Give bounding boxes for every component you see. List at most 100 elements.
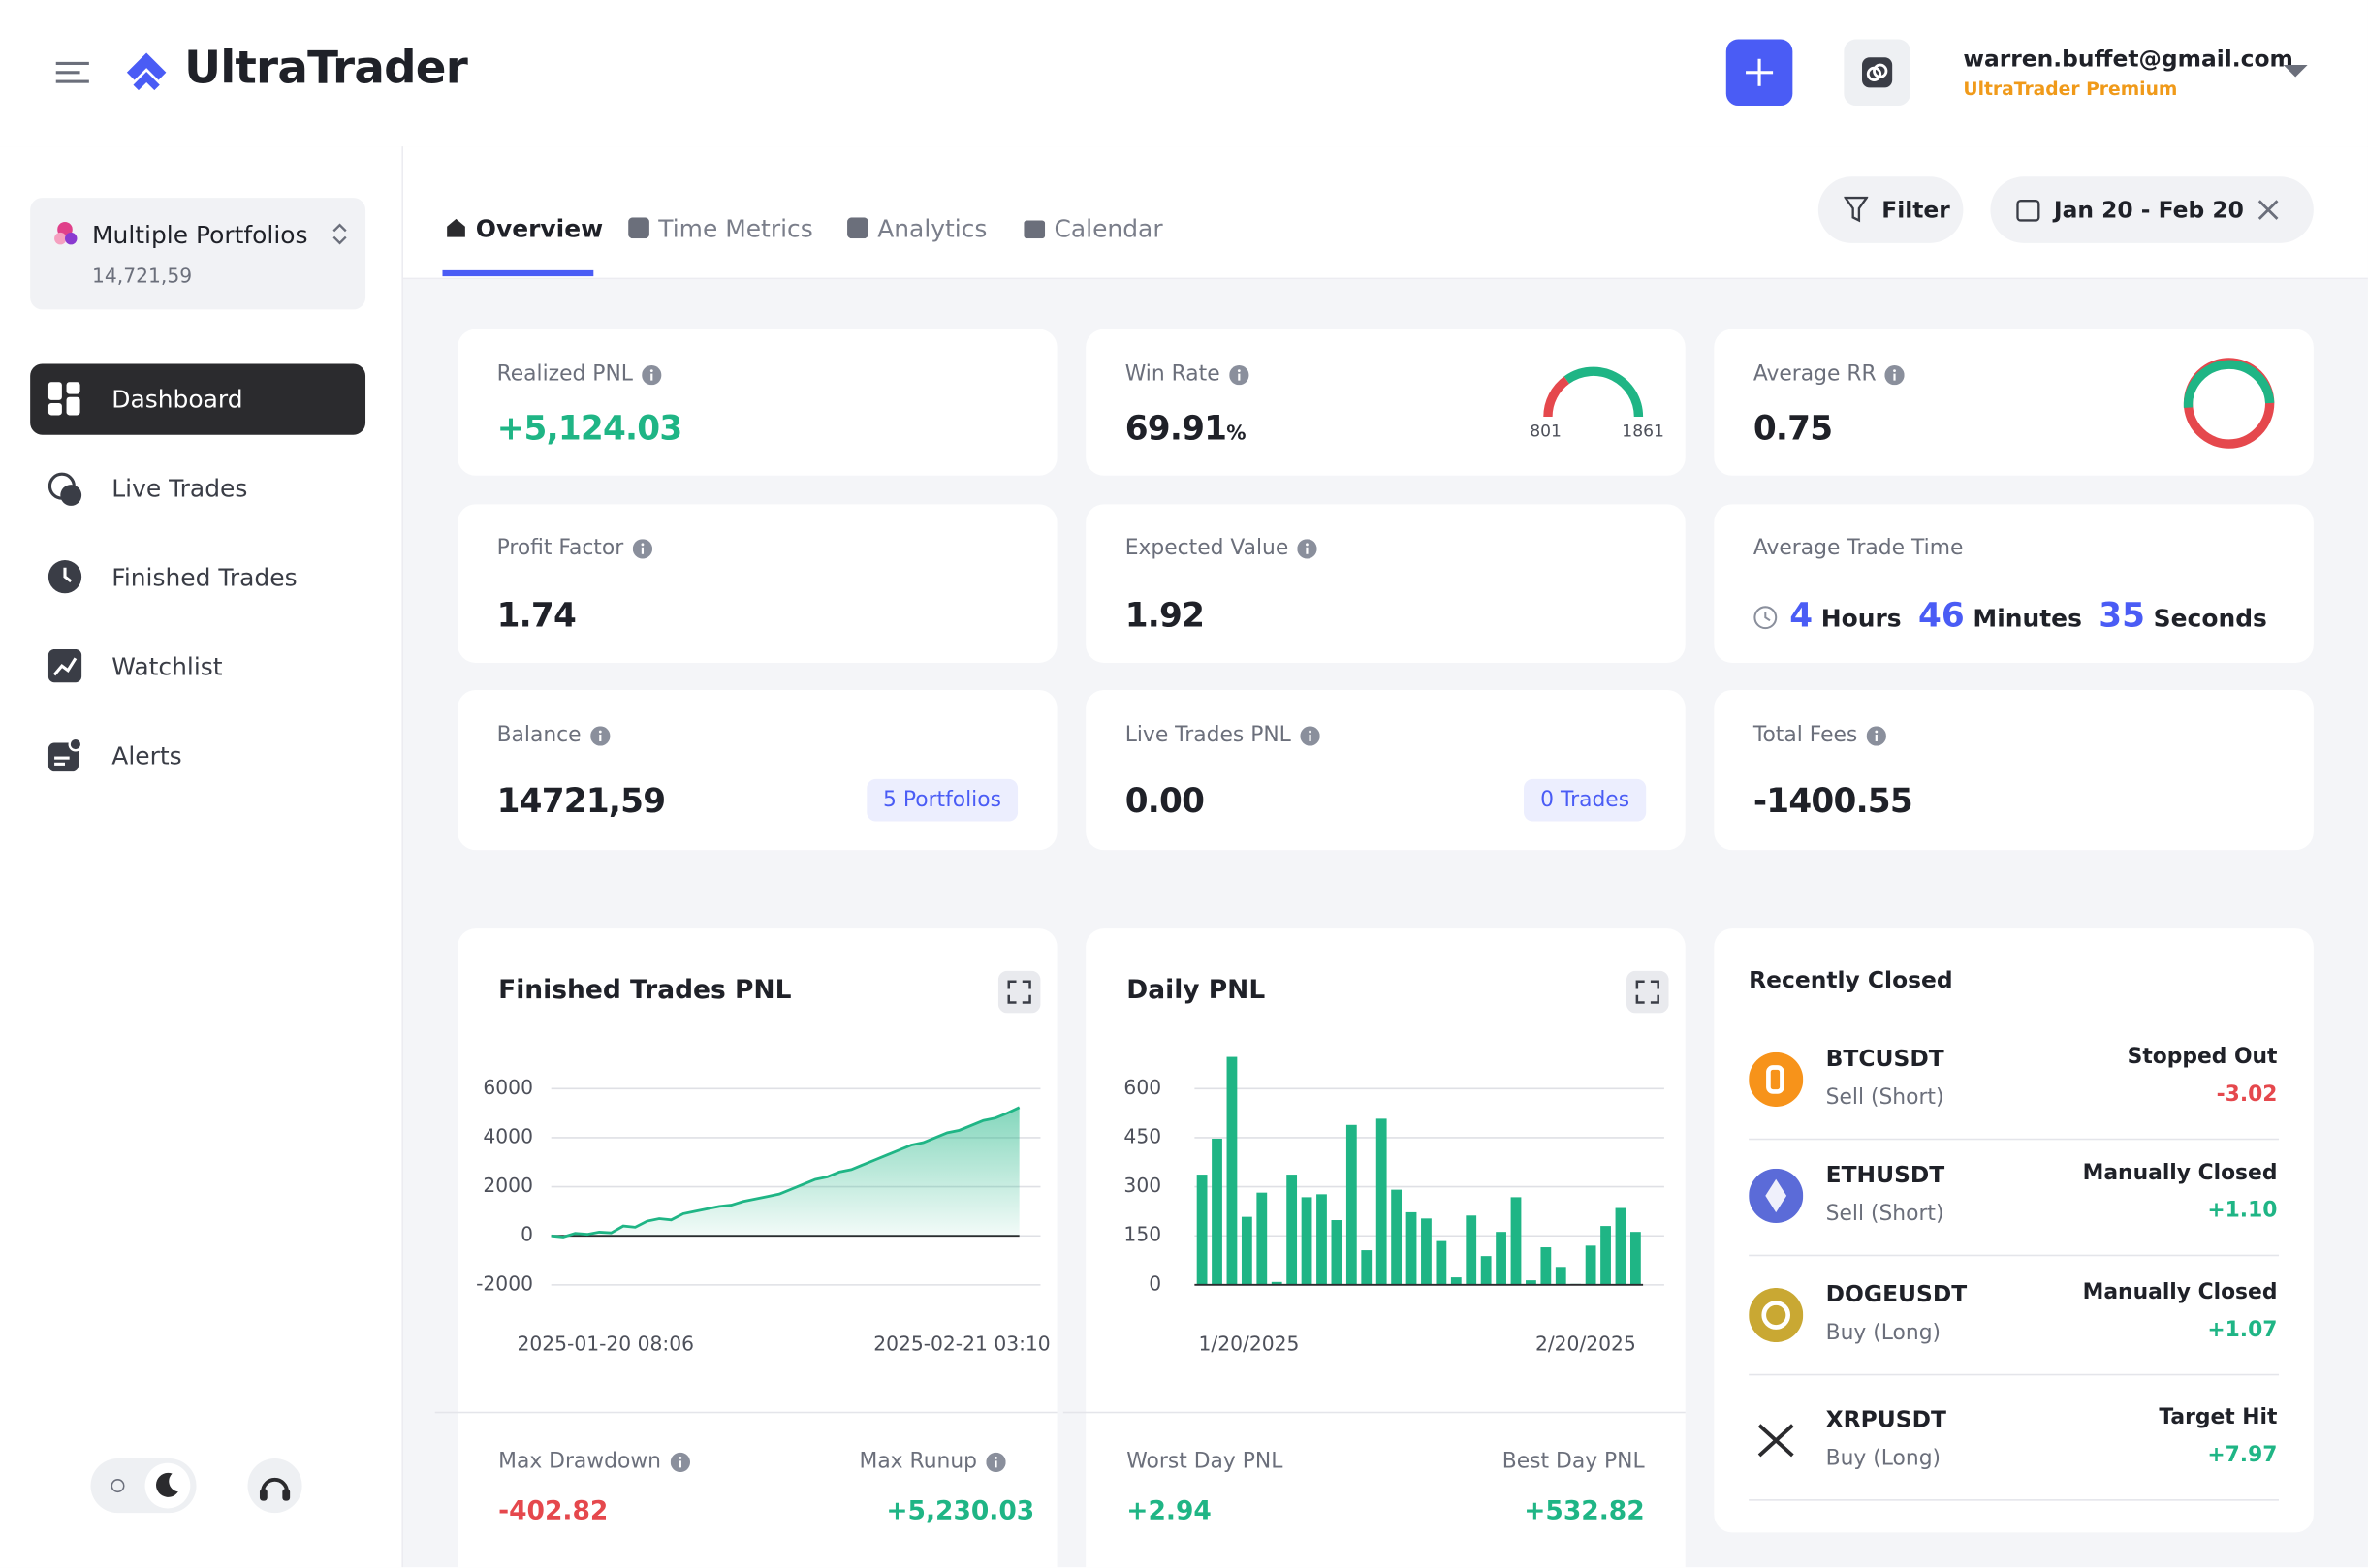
divider xyxy=(1749,1499,2280,1501)
nav-item[interactable]: Alerts xyxy=(30,720,365,791)
tab[interactable]: Analytics xyxy=(847,214,987,243)
bar xyxy=(1361,1250,1373,1285)
trade-side: Sell (Short) xyxy=(1825,1202,1944,1227)
tab[interactable]: Calendar xyxy=(1024,214,1163,243)
nav-item[interactable]: Finished Trades xyxy=(30,542,365,612)
shape xyxy=(1844,196,1869,223)
user-dropdown[interactable] xyxy=(2283,64,2308,80)
stat-label: Balance xyxy=(496,723,582,748)
win-rate-gauge xyxy=(1543,366,1644,418)
shape xyxy=(1761,1301,1791,1330)
add-button[interactable] xyxy=(1725,39,1793,107)
bar xyxy=(1540,1247,1552,1285)
trade-time: 4 Hours 46 Minutes 35 Seconds xyxy=(1753,598,2267,636)
icon xyxy=(47,472,82,506)
nav-item[interactable]: Dashboard xyxy=(30,363,366,435)
portfolio-select[interactable]: Multiple Portfolios 14,721,59 xyxy=(30,198,366,310)
date-range-label: Jan 20 - Feb 20 xyxy=(2053,196,2244,224)
list-title: Recently Closed xyxy=(1749,966,1953,994)
support-button[interactable] xyxy=(247,1458,302,1514)
shape xyxy=(995,1459,997,1467)
stat-label: Profit Factor xyxy=(496,536,624,561)
gauge-wins-arc xyxy=(1563,366,1644,418)
stat-label: Total Fees xyxy=(1752,723,1858,748)
footer-value: -402.82 xyxy=(498,1495,609,1527)
shape xyxy=(1757,1424,1794,1458)
shape: Realized PNL xyxy=(497,362,662,387)
shape xyxy=(1749,1051,1804,1108)
stat-badge[interactable]: 5 Portfolios xyxy=(866,778,1019,822)
y-tick-label: 6000 xyxy=(483,1076,533,1099)
y-tick-label: 4000 xyxy=(483,1124,533,1147)
stat-label: Expected Value xyxy=(1124,536,1289,561)
trade-status: Manually Closed xyxy=(2082,1280,2278,1305)
tab-label: Overview xyxy=(475,214,604,243)
trade-symbol: DOGEUSDT xyxy=(1825,1280,1968,1308)
bar xyxy=(1421,1218,1432,1285)
trade-pnl: +1.07 xyxy=(2207,1318,2278,1343)
area xyxy=(551,1107,1020,1238)
link-button[interactable] xyxy=(1844,39,1910,107)
shape xyxy=(1765,1178,1787,1213)
stat-value: 1.92 xyxy=(1124,597,1205,636)
icon xyxy=(1024,220,1046,239)
user-email: warren.buffet@gmail.com xyxy=(1963,45,2293,73)
nav-item[interactable]: Watchlist xyxy=(30,631,365,702)
shape xyxy=(1749,1287,1804,1343)
theme-toggle[interactable] xyxy=(90,1458,197,1514)
bar xyxy=(1585,1245,1596,1285)
bar xyxy=(1375,1118,1387,1285)
icon xyxy=(1300,725,1320,745)
filter-button[interactable]: Filter xyxy=(1817,176,1964,243)
expand-button[interactable] xyxy=(1626,970,1669,1014)
shape xyxy=(2016,200,2040,222)
shape: Expected Value xyxy=(1125,536,1317,560)
bar xyxy=(1345,1124,1357,1285)
shape xyxy=(598,729,602,733)
menu-icon[interactable] xyxy=(55,60,89,84)
shape xyxy=(1237,368,1241,372)
shape xyxy=(64,232,78,245)
bar xyxy=(1271,1281,1282,1285)
icon xyxy=(847,217,868,239)
trade-side: Buy (Long) xyxy=(1825,1321,1942,1346)
tab[interactable]: Time Metrics xyxy=(628,214,813,243)
clear-date[interactable] xyxy=(2257,200,2279,221)
bar xyxy=(1629,1232,1641,1285)
coin-icon xyxy=(1757,1424,1794,1458)
shape xyxy=(2283,64,2308,78)
chart-card: Finished Trades PNL 6000 4000 2000 0 -2000 20… xyxy=(434,928,1058,1568)
tab-indicator xyxy=(442,269,594,277)
filter-label: Filter xyxy=(1881,196,1950,224)
expand-button[interactable] xyxy=(997,970,1041,1014)
shape: Max Runup xyxy=(860,1450,1006,1474)
icon xyxy=(628,217,649,239)
shape xyxy=(66,382,80,394)
y-tick-label: 0 xyxy=(1149,1271,1161,1295)
recently-closed: Recently Closed BTCUSDT Sell (Short) Sto… xyxy=(1714,928,2314,1533)
shape xyxy=(447,218,465,237)
stat-card: Total Fees -1400.55 xyxy=(1714,690,2314,851)
trade-pnl: -3.02 xyxy=(2216,1082,2278,1108)
portfolio-icon xyxy=(54,222,78,245)
shape: 69.91% xyxy=(1125,411,1247,449)
nav-item[interactable]: Live Trades xyxy=(30,453,365,523)
date-range[interactable]: Jan 20 - Feb 20 xyxy=(1990,176,2314,243)
bar xyxy=(1405,1211,1417,1285)
stat-badge[interactable]: 0 Trades xyxy=(1524,778,1647,822)
footer-label: Worst Day PNL xyxy=(1126,1449,1283,1474)
nav-label: Dashboard xyxy=(111,385,243,414)
shape: Average RR xyxy=(1753,362,1906,387)
x-tick-label: 2025-01-20 08:06 xyxy=(518,1333,694,1356)
icon xyxy=(259,1477,291,1501)
icon xyxy=(47,560,82,594)
tab[interactable]: ​Overview xyxy=(446,214,604,243)
shape xyxy=(1875,734,1878,741)
bar xyxy=(1226,1056,1238,1285)
bar xyxy=(1391,1189,1403,1285)
shape xyxy=(628,217,649,239)
coin-icon xyxy=(1749,1168,1804,1223)
trade-symbol: BTCUSDT xyxy=(1825,1045,1944,1073)
trade-status: Manually Closed xyxy=(2082,1161,2278,1186)
shape: Balance xyxy=(497,723,611,747)
